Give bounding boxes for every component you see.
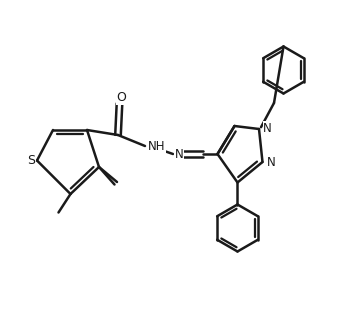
Text: S: S bbox=[28, 154, 35, 167]
Text: NH: NH bbox=[148, 140, 165, 153]
Text: N: N bbox=[267, 156, 276, 169]
Text: N: N bbox=[263, 122, 272, 135]
Text: N: N bbox=[175, 148, 183, 161]
Text: O: O bbox=[117, 91, 127, 105]
